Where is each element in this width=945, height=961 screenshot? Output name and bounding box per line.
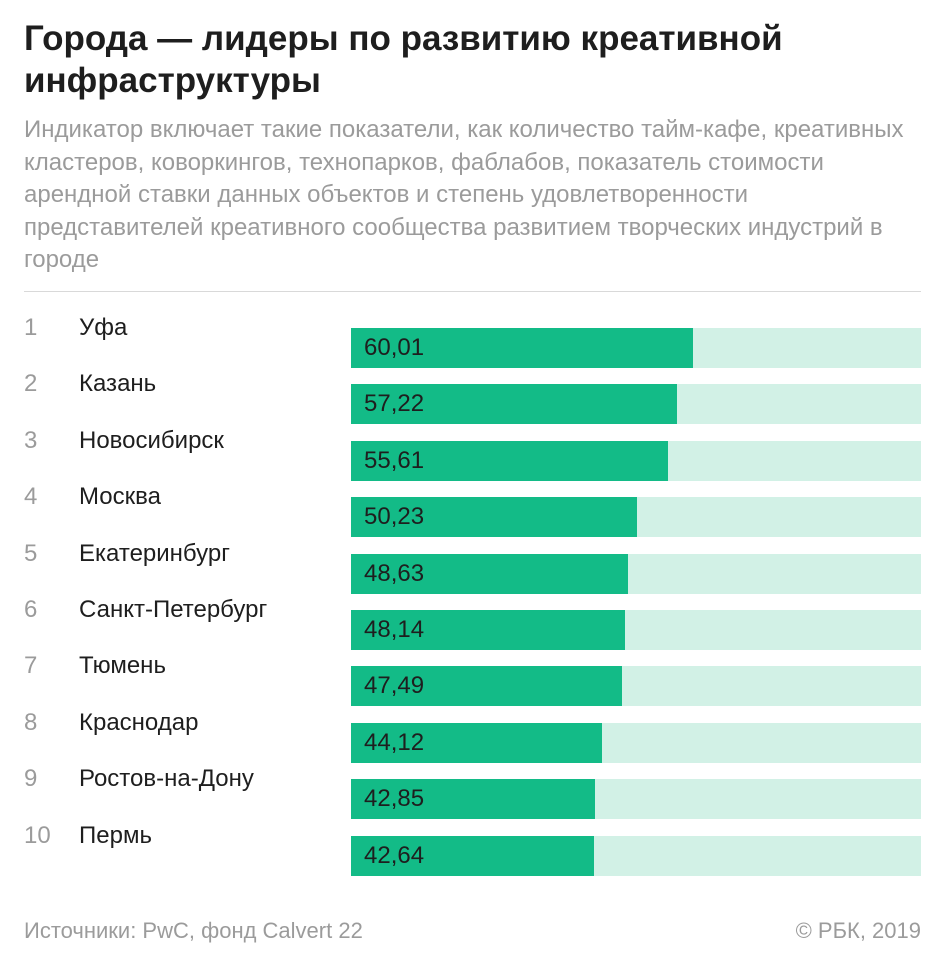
value-label: 44,12 — [364, 728, 425, 756]
category-label: Краснодар — [79, 708, 199, 736]
header-divider — [24, 291, 921, 292]
bar — [351, 440, 668, 481]
bar — [351, 497, 637, 538]
chart-title: Города — лидеры по развитию креативной и… — [24, 19, 783, 100]
category-label: Екатеринбург — [79, 539, 230, 567]
rank-label: 1 — [24, 314, 38, 341]
rank-label: 5 — [24, 539, 38, 567]
rank-label: 3 — [24, 426, 38, 454]
value-label: 48,14 — [364, 616, 425, 643]
bar-row: 3 Новосибирск 55,61 — [0, 427, 945, 481]
bar-track: 55,61 — [351, 440, 921, 481]
category-label: Казань — [79, 370, 157, 398]
bar-row: 5 Екатеринбург 48,63 — [0, 540, 945, 594]
rank-label: 8 — [24, 708, 38, 736]
category-label: Уфа — [79, 314, 128, 341]
bar-track: 48,14 — [351, 610, 921, 650]
bar-row: 7 Тюмень 47,49 — [0, 652, 945, 707]
category-label: Тюмень — [79, 652, 166, 680]
bar-track: 44,12 — [351, 722, 921, 763]
bar-track: 47,49 — [351, 666, 921, 707]
bar-row: 10 Пермь 42,64 — [0, 822, 945, 876]
source-note: Источники: PwC, фонд Calvert 22 — [24, 918, 363, 943]
rank-label: 6 — [24, 596, 38, 623]
bar — [351, 553, 628, 594]
bar-row: 4 Москва 50,23 — [0, 483, 945, 538]
value-label: 48,63 — [364, 559, 425, 587]
bar — [351, 384, 677, 425]
rank-label: 4 — [24, 483, 38, 511]
value-label: 42,85 — [364, 785, 425, 813]
bar-track: 42,64 — [351, 835, 921, 876]
value-label: 55,61 — [364, 446, 425, 474]
value-label: 42,64 — [364, 841, 425, 869]
copyright-note: © РБК, 2019 — [795, 918, 921, 943]
bar — [351, 666, 622, 707]
category-label: Пермь — [79, 821, 152, 849]
category-label: Новосибирск — [79, 426, 224, 454]
bar-row: 2 Казань 57,22 — [0, 370, 945, 425]
chart-subtitle: Индикатор включает такие показатели, как… — [24, 116, 904, 273]
bar-row: 8 Краснодар 44,12 — [0, 709, 945, 763]
rank-label: 2 — [24, 370, 38, 398]
bar-track: 42,85 — [351, 779, 921, 820]
value-label: 50,23 — [364, 503, 425, 531]
value-label: 60,01 — [364, 334, 425, 361]
bar — [351, 328, 693, 368]
category-label: Москва — [79, 483, 161, 511]
bar-track: 57,22 — [351, 384, 921, 425]
value-label: 57,22 — [364, 390, 425, 418]
category-label: Санкт-Петербург — [79, 596, 268, 623]
value-label: 47,49 — [364, 672, 425, 700]
bar-track: 50,23 — [351, 497, 921, 538]
bar-row: 6 Санкт-Петербург 48,14 — [0, 596, 945, 650]
bar-row: 9 Ростов-на-Дону 42,85 — [0, 765, 945, 820]
rank-label: 10 — [24, 821, 51, 849]
rank-label: 7 — [24, 652, 38, 680]
bar — [351, 610, 625, 650]
bar — [351, 835, 594, 876]
bar-track: 48,63 — [351, 553, 921, 594]
bar-track: 60,01 — [351, 328, 921, 368]
bar-row: 1 Уфа 60,01 — [0, 314, 945, 368]
bar — [351, 779, 595, 820]
bar — [351, 722, 602, 763]
rank-label: 9 — [24, 765, 38, 793]
category-label: Ростов-на-Дону — [79, 765, 254, 793]
